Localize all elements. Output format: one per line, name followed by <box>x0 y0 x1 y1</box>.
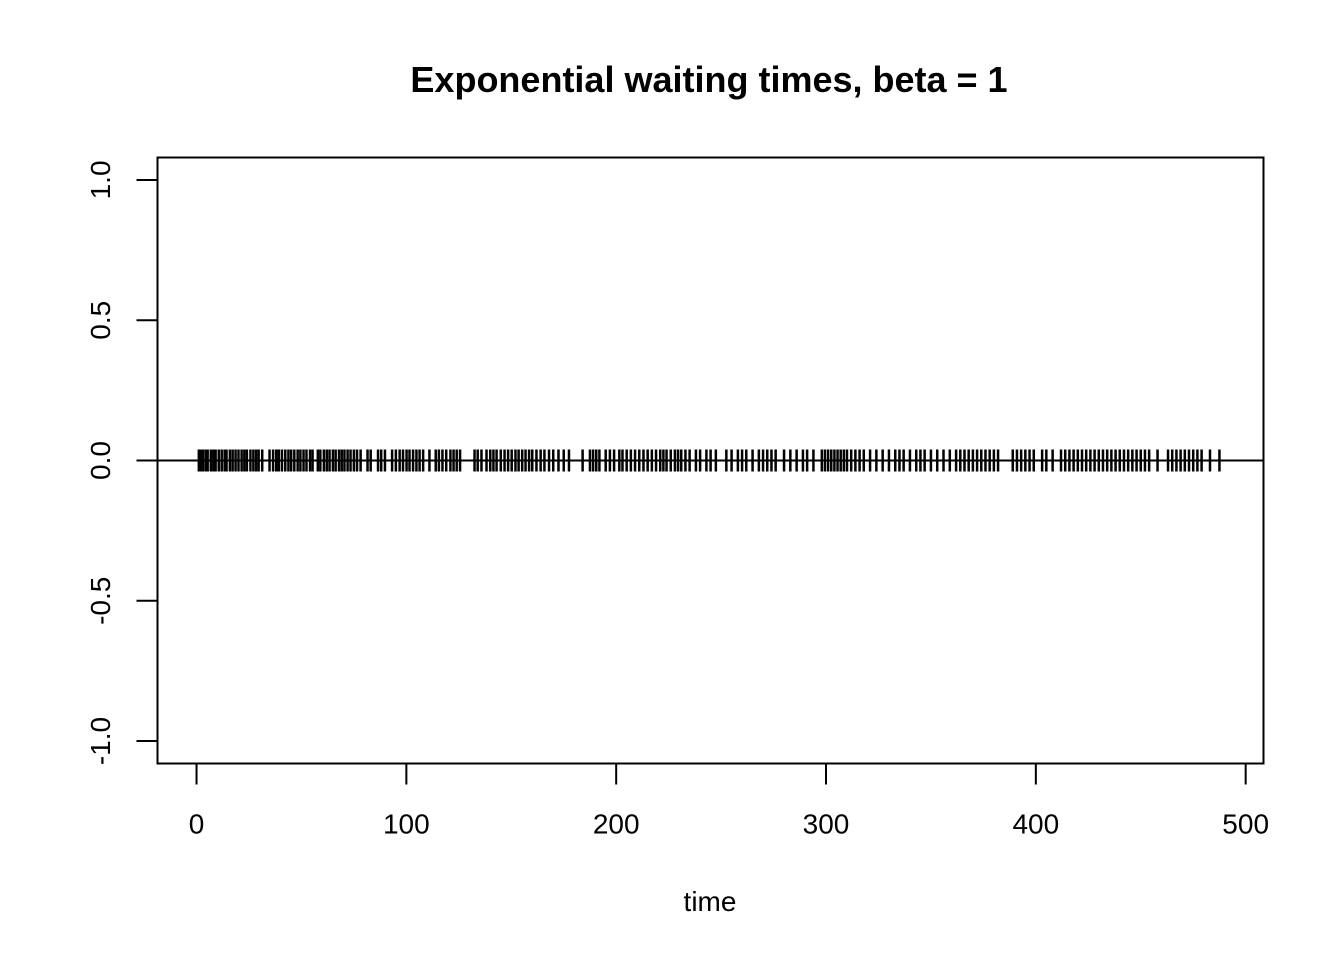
x-tick-label: 500 <box>1222 809 1269 840</box>
x-tick-label: 200 <box>593 809 640 840</box>
x-axis-label: time <box>684 886 737 917</box>
x-tick-label: 100 <box>383 809 430 840</box>
y-tick-label: -1.0 <box>85 717 116 765</box>
chart-title: Exponential waiting times, beta = 1 <box>410 59 1007 100</box>
x-tick-label: 300 <box>803 809 850 840</box>
y-tick-label: 0.0 <box>85 441 116 480</box>
y-tick-label: 1.0 <box>85 160 116 199</box>
x-tick-label: 0 <box>189 809 205 840</box>
x-tick-label: 400 <box>1012 809 1059 840</box>
y-axis: -1.0 -0.5 0.0 0.5 1.0 <box>85 160 159 765</box>
y-tick-label: 0.5 <box>85 301 116 340</box>
y-tick-label: -0.5 <box>85 577 116 625</box>
x-axis: 0 100 200 300 400 500 <box>189 762 1269 840</box>
